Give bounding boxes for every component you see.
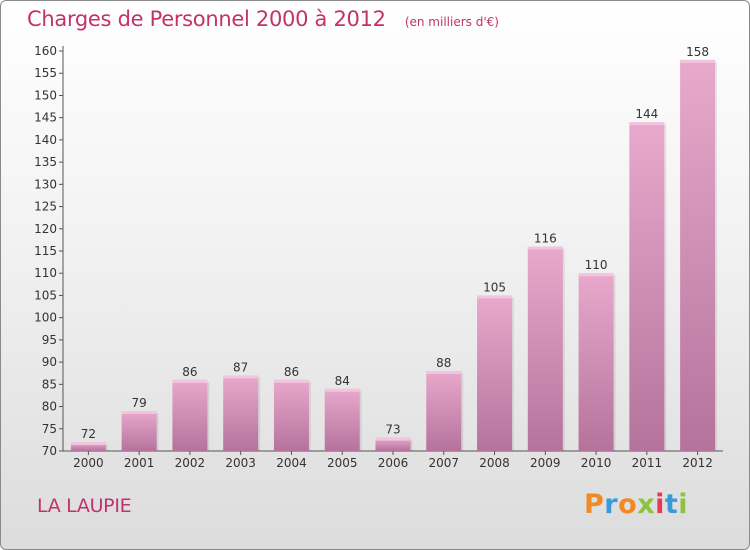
y-tick-label: 130 (34, 177, 57, 191)
data-label: 86 (284, 365, 299, 379)
data-label: 144 (635, 107, 658, 121)
proxiti-logo: Proxiti (584, 489, 688, 520)
data-label: 72 (81, 427, 96, 441)
bar-top-highlight (680, 59, 716, 63)
bar-top-highlight (121, 411, 157, 414)
x-tick-label: 2012 (682, 456, 713, 470)
bar (477, 295, 513, 451)
y-tick-label: 85 (42, 377, 57, 391)
x-tick-label: 2006 (378, 456, 409, 470)
bar-top-highlight (273, 379, 309, 383)
bar (70, 442, 106, 451)
bar (121, 411, 157, 451)
bar (273, 379, 309, 451)
bar-top-highlight (578, 273, 614, 277)
chart-title: Charges de Personnel 2000 à 2012 (27, 7, 386, 31)
logo-letter: i (678, 489, 689, 520)
data-label: 158 (686, 45, 709, 59)
title-row: Charges de Personnel 2000 à 2012 (en mil… (27, 7, 499, 31)
y-tick-label: 90 (42, 355, 57, 369)
bar (680, 59, 716, 452)
y-tick-label: 80 (42, 400, 57, 414)
y-tick-label: 120 (34, 222, 57, 236)
bar (578, 273, 614, 451)
data-label: 86 (182, 365, 197, 379)
data-label: 116 (534, 232, 557, 246)
bar-top-highlight (324, 388, 360, 392)
x-tick-label: 2007 (428, 456, 459, 470)
bar-top-highlight (70, 442, 106, 446)
y-tick-label: 95 (42, 333, 57, 347)
bar (324, 388, 360, 451)
bar-top-highlight (629, 122, 665, 126)
x-tick-label: 2000 (73, 456, 104, 470)
chart-unit: (en milliers d'€) (404, 15, 499, 29)
logo-letter: o (618, 489, 638, 520)
y-tick-label: 155 (34, 66, 57, 80)
bar (426, 371, 462, 451)
bar-top-highlight (375, 437, 411, 441)
y-tick-label: 160 (34, 44, 57, 58)
bar (527, 246, 563, 451)
x-tick-label: 2010 (581, 456, 612, 470)
bar (223, 375, 259, 451)
logo-letter: x (637, 489, 656, 520)
x-tick-label: 2009 (530, 456, 561, 470)
x-tick-label: 2002 (175, 456, 206, 470)
y-tick-label: 135 (34, 155, 57, 169)
x-tick-label: 2004 (276, 456, 307, 470)
bar (172, 379, 208, 451)
data-label: 73 (385, 423, 400, 437)
x-tick-label: 2001 (124, 456, 155, 470)
commune-name: LA LAUPIE (37, 495, 132, 517)
data-label: 88 (436, 356, 451, 370)
x-tick-label: 2008 (479, 456, 510, 470)
data-label: 105 (483, 280, 506, 294)
data-label: 84 (335, 374, 350, 388)
y-tick-label: 140 (34, 133, 57, 147)
y-tick-label: 125 (34, 200, 57, 214)
y-tick-label: 70 (42, 444, 57, 458)
x-tick-label: 2003 (225, 456, 256, 470)
bar (629, 122, 665, 451)
x-tick-label: 2005 (327, 456, 358, 470)
data-label: 79 (132, 396, 147, 410)
bar-top-highlight (527, 246, 563, 250)
y-tick-label: 110 (34, 266, 57, 280)
y-tick-label: 100 (34, 311, 57, 325)
x-tick-label: 2011 (632, 456, 663, 470)
bar-top-highlight (477, 295, 513, 299)
logo-letter: r (604, 489, 619, 520)
y-tick-label: 145 (34, 111, 57, 125)
logo-letter: P (584, 489, 605, 520)
bar-top-highlight (223, 375, 259, 379)
y-tick-label: 150 (34, 88, 57, 102)
data-label: 110 (585, 258, 608, 272)
bar-top-highlight (172, 379, 208, 383)
y-tick-label: 105 (34, 288, 57, 302)
y-tick-label: 75 (42, 422, 57, 436)
bar (375, 437, 411, 451)
logo-letter: i (655, 489, 665, 520)
y-tick-label: 115 (34, 244, 57, 258)
data-label: 87 (233, 360, 248, 374)
bar-top-highlight (426, 371, 462, 374)
logo-letter: t (664, 489, 679, 520)
